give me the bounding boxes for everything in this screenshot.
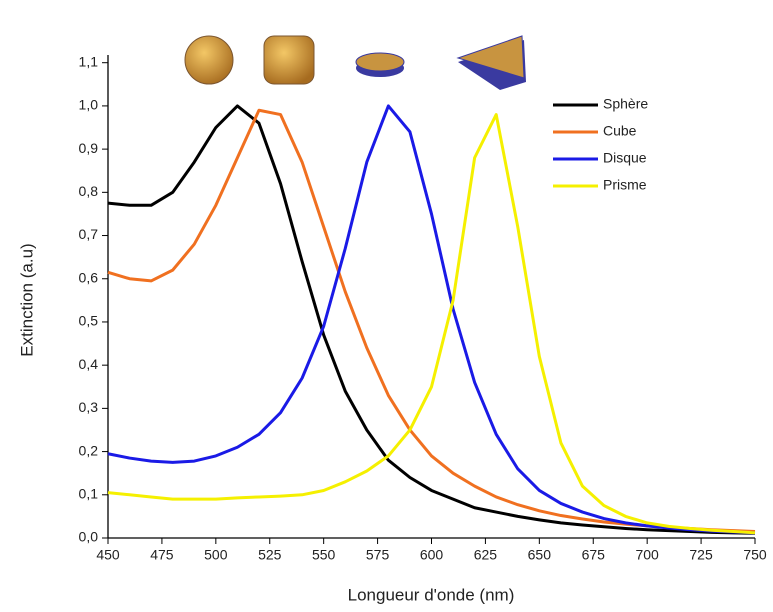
disc-icon — [355, 52, 405, 77]
legend-label: Sphère — [603, 96, 648, 112]
legend-label: Cube — [603, 123, 637, 139]
cube-icon — [263, 35, 315, 85]
y-tick-label: 1,1 — [79, 53, 99, 69]
y-tick-label: 0,7 — [79, 226, 99, 242]
x-tick-label: 625 — [474, 547, 498, 563]
x-axis-title: Longueur d'onde (nm) — [348, 585, 515, 604]
x-tick-label: 500 — [204, 547, 228, 563]
y-tick-label: 0,8 — [79, 183, 99, 199]
sphere-icon — [184, 35, 234, 85]
y-tick-label: 0,6 — [79, 269, 99, 285]
series-line — [107, 104, 756, 535]
legend-label: Prisme — [603, 177, 647, 193]
y-tick-label: 0,5 — [79, 313, 99, 329]
x-tick-label: 700 — [635, 547, 659, 563]
series-line — [107, 108, 756, 534]
x-tick-label: 525 — [258, 547, 282, 563]
shape-icons — [184, 35, 526, 90]
y-axis-title: Extinction (a.u) — [17, 243, 36, 356]
x-tick-label: 675 — [582, 547, 606, 563]
y-tick-label: 1,0 — [79, 97, 99, 113]
legend-label: Disque — [603, 150, 647, 166]
x-tick-label: 650 — [528, 547, 552, 563]
prism-icon — [456, 35, 526, 90]
x-tick-label: 725 — [689, 547, 713, 563]
y-tick-label: 0,9 — [79, 140, 99, 156]
x-tick-label: 600 — [420, 547, 444, 563]
series-line — [107, 104, 756, 535]
y-tick-label: 0,0 — [79, 529, 99, 545]
x-tick-label: 450 — [96, 547, 120, 563]
x-tick-label: 750 — [743, 547, 767, 563]
y-tick-label: 0,3 — [79, 399, 99, 415]
x-tick-label: 575 — [366, 547, 390, 563]
y-tick-label: 0,2 — [79, 442, 99, 458]
x-tick-label: 550 — [312, 547, 336, 563]
x-tick-label: 475 — [150, 547, 174, 563]
series-line — [107, 113, 756, 535]
y-tick-label: 0,4 — [79, 356, 99, 372]
y-tick-label: 0,1 — [79, 485, 99, 501]
